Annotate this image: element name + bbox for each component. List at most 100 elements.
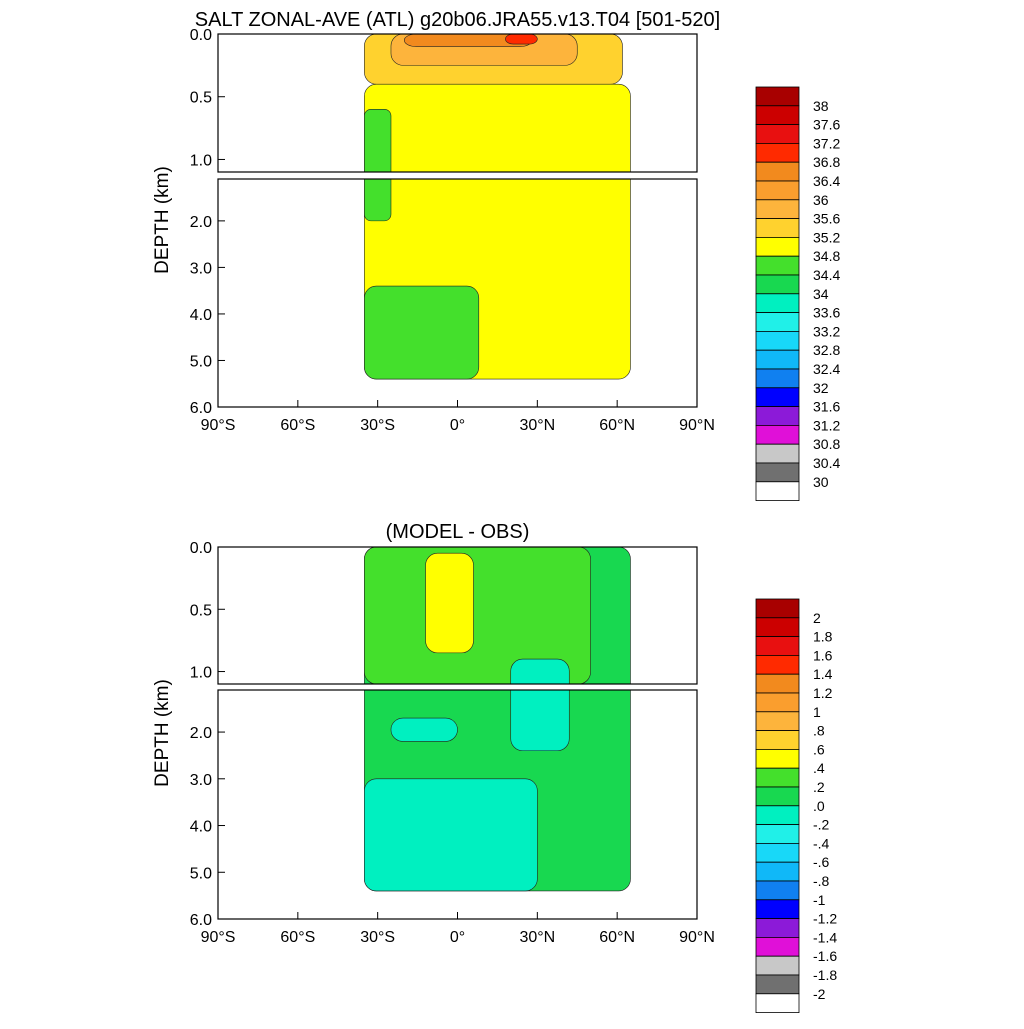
- colorbar-box: [755, 387, 800, 407]
- colorbar-label: -1: [813, 892, 826, 908]
- colorbar-label: 2: [813, 610, 821, 626]
- colorbar-label: 34.4: [813, 267, 840, 283]
- contour-region: [364, 547, 591, 684]
- colorbar-box: [755, 199, 800, 220]
- colorbar-label: -1.6: [813, 948, 837, 964]
- x-tick-label: 30°N: [519, 929, 555, 946]
- contour-region: [510, 658, 570, 684]
- contour-region: [425, 552, 474, 654]
- colorbar-label: -1.8: [813, 967, 837, 983]
- y-axis-label: DEPTH (km): [152, 166, 173, 274]
- colorbar-box: [755, 974, 800, 995]
- colorbar-label: -1.4: [813, 929, 837, 945]
- y-tick-label: 5.0: [190, 353, 212, 370]
- colorbar-box: [755, 105, 800, 126]
- colorbar-box: [755, 692, 800, 713]
- colorbar-box: [755, 368, 800, 389]
- colorbar-label: 1.8: [813, 629, 833, 645]
- colorbar-box: [755, 236, 800, 257]
- colorbar-label: 37.6: [813, 117, 840, 133]
- colorbar-label: 31.2: [813, 417, 840, 433]
- colorbar-label: -.6: [813, 854, 830, 870]
- contour-region: [505, 34, 538, 45]
- contour-region: [364, 285, 480, 380]
- colorbar-label: 33.2: [813, 323, 840, 339]
- chart-title: (MODEL - OBS): [386, 521, 530, 543]
- colorbar-box: [755, 955, 800, 976]
- colorbar-label: .8: [813, 723, 825, 739]
- colorbar-box: [755, 711, 800, 731]
- colorbar-label: -.2: [813, 817, 830, 833]
- y-tick-label: 0.5: [190, 602, 212, 619]
- colorbar-label: 30.8: [813, 436, 840, 452]
- colorbar-box: [755, 330, 800, 351]
- y-tick-label: 5.0: [190, 865, 212, 882]
- x-tick-label: 60°N: [599, 417, 635, 434]
- colorbar: 38 37.6 37.2 36.8 36.4 36 35.6 35.2 34.8 34.4 34 33…: [755, 86, 840, 501]
- colorbar-box: [755, 655, 800, 675]
- x-tick-label: 90°N: [679, 929, 715, 946]
- colorbar-label: 32.8: [813, 342, 840, 358]
- upper-frame: [217, 546, 698, 685]
- contour-region: [510, 690, 570, 752]
- colorbar-box: [755, 161, 800, 182]
- colorbar-box: [755, 899, 800, 919]
- y-tick-label: 2.0: [190, 725, 212, 742]
- colorbar-label: 1.4: [813, 666, 833, 682]
- colorbar-box: [755, 424, 800, 445]
- colorbar-label: -.4: [813, 835, 830, 851]
- colorbar-box: [755, 636, 800, 656]
- colorbar-label: -2: [813, 986, 826, 1002]
- colorbar-box: [755, 993, 800, 1013]
- y-tick-label: 1.0: [190, 665, 212, 682]
- colorbar-label: .4: [813, 760, 825, 776]
- colorbar-box: [755, 749, 800, 769]
- colorbar-label: 36: [813, 192, 829, 208]
- colorbar-box: [755, 406, 800, 426]
- colorbar-label: 33.6: [813, 305, 840, 321]
- y-tick-label: 3.0: [190, 260, 212, 277]
- colorbar-box: [755, 142, 800, 163]
- colorbar-label: .2: [813, 779, 825, 795]
- colorbar-box: [755, 443, 800, 464]
- colorbar-label: 37.2: [813, 135, 840, 151]
- x-tick-label: 90°S: [201, 929, 236, 946]
- colorbar-box: [755, 937, 800, 957]
- colorbar-label: 30: [813, 474, 829, 490]
- colorbar-label: 1.6: [813, 647, 833, 663]
- contour-region: [364, 179, 392, 222]
- contour-field: [364, 34, 631, 380]
- colorbar-box: [755, 598, 800, 619]
- y-tick-label: 6.0: [190, 912, 212, 929]
- contour-field: [364, 547, 631, 892]
- y-tick-label: 6.0: [190, 400, 212, 417]
- upper-frame: [217, 33, 698, 173]
- colorbar-box: [755, 861, 800, 882]
- colorbar-box: [755, 349, 800, 370]
- colorbar-box: [755, 786, 800, 807]
- colorbar-label: 30.4: [813, 455, 840, 471]
- y-tick-label: 0.0: [190, 27, 212, 44]
- colorbar-label: 38: [813, 98, 829, 114]
- y-tick-label: 4.0: [190, 307, 212, 324]
- y-tick-label: 4.0: [190, 819, 212, 836]
- colorbar-label: 31.6: [813, 399, 840, 415]
- colorbar-box: [755, 124, 800, 144]
- y-tick-label: 2.0: [190, 214, 212, 231]
- colorbar-box: [755, 730, 800, 750]
- colorbar-label: 1: [813, 704, 821, 720]
- x-tick-label: 60°N: [599, 929, 635, 946]
- colorbar-box: [755, 824, 800, 844]
- y-axis-label: DEPTH (km): [152, 679, 173, 787]
- x-tick-label: 30°S: [360, 417, 395, 434]
- contour-region: [364, 778, 538, 892]
- colorbar-box: [755, 462, 800, 483]
- colorbar-label: 34.8: [813, 248, 840, 264]
- colorbar-box: [755, 767, 800, 788]
- colorbar-box: [755, 617, 800, 637]
- colorbar-box: [755, 274, 800, 295]
- x-tick-label: 90°S: [201, 417, 236, 434]
- colorbar-label: 35.2: [813, 229, 840, 245]
